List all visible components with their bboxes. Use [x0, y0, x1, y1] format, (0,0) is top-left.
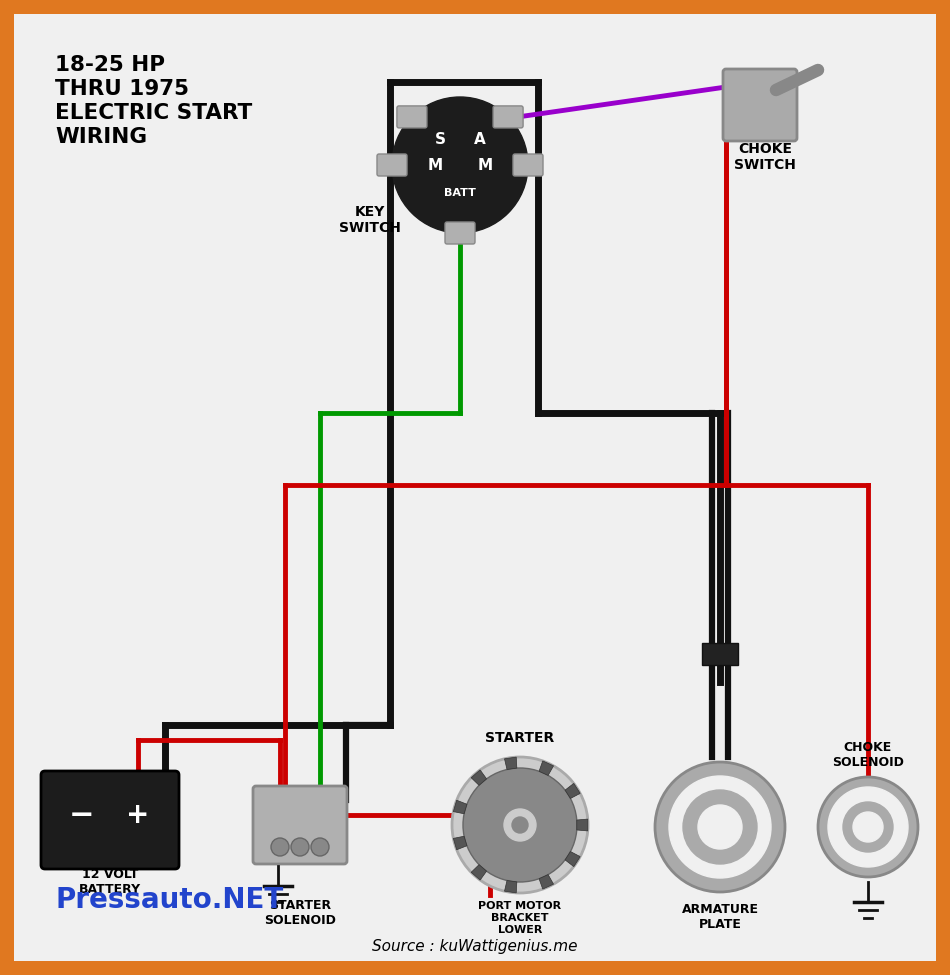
- Text: STARTER: STARTER: [485, 731, 555, 745]
- Polygon shape: [504, 758, 517, 769]
- Text: M: M: [478, 158, 492, 173]
- Text: Pressauto.NET: Pressauto.NET: [55, 886, 283, 914]
- Circle shape: [818, 777, 918, 877]
- Circle shape: [843, 802, 893, 852]
- Text: −: −: [69, 800, 95, 830]
- Polygon shape: [565, 851, 580, 867]
- Text: ARMATURE
PLATE: ARMATURE PLATE: [681, 903, 758, 931]
- FancyBboxPatch shape: [513, 154, 543, 176]
- Circle shape: [853, 812, 883, 842]
- Circle shape: [271, 838, 289, 856]
- Text: Source : kuWattigenius.me: Source : kuWattigenius.me: [372, 940, 578, 955]
- Circle shape: [452, 757, 588, 893]
- Bar: [702, 643, 738, 665]
- Circle shape: [311, 838, 329, 856]
- FancyBboxPatch shape: [397, 106, 427, 128]
- Circle shape: [698, 805, 742, 849]
- FancyBboxPatch shape: [41, 771, 179, 869]
- Polygon shape: [565, 783, 580, 799]
- Circle shape: [504, 809, 536, 841]
- Text: S: S: [434, 132, 446, 146]
- Circle shape: [828, 787, 908, 867]
- Polygon shape: [504, 880, 517, 893]
- Text: BATT: BATT: [444, 188, 476, 198]
- Text: 18-25 HP
THRU 1975
ELECTRIC START
WIRING: 18-25 HP THRU 1975 ELECTRIC START WIRING: [55, 55, 253, 147]
- Polygon shape: [471, 865, 486, 880]
- Circle shape: [463, 768, 577, 882]
- Text: CHOKE
SOLENOID: CHOKE SOLENOID: [832, 741, 904, 769]
- Text: A: A: [474, 132, 485, 146]
- Polygon shape: [453, 800, 466, 814]
- FancyBboxPatch shape: [445, 222, 475, 244]
- Polygon shape: [539, 875, 554, 889]
- Text: 12 VOLT
BATTERY: 12 VOLT BATTERY: [79, 868, 141, 896]
- Circle shape: [683, 790, 757, 864]
- Circle shape: [291, 838, 309, 856]
- Circle shape: [655, 762, 785, 892]
- Polygon shape: [539, 760, 554, 775]
- Text: KEY
SWITCH: KEY SWITCH: [339, 205, 401, 235]
- Circle shape: [669, 776, 771, 878]
- FancyBboxPatch shape: [493, 106, 523, 128]
- FancyBboxPatch shape: [253, 786, 347, 864]
- Circle shape: [392, 97, 528, 233]
- Circle shape: [512, 817, 528, 833]
- Polygon shape: [471, 770, 486, 785]
- FancyBboxPatch shape: [723, 69, 797, 141]
- Text: STARTER
SOLENOID: STARTER SOLENOID: [264, 899, 336, 927]
- Text: +: +: [126, 801, 150, 829]
- Text: CHOKE
SWITCH: CHOKE SWITCH: [734, 142, 796, 173]
- Polygon shape: [453, 837, 466, 850]
- Text: M: M: [428, 158, 443, 173]
- Text: PORT MOTOR
BRACKET
LOWER: PORT MOTOR BRACKET LOWER: [479, 902, 561, 935]
- Polygon shape: [577, 819, 588, 831]
- FancyBboxPatch shape: [377, 154, 407, 176]
